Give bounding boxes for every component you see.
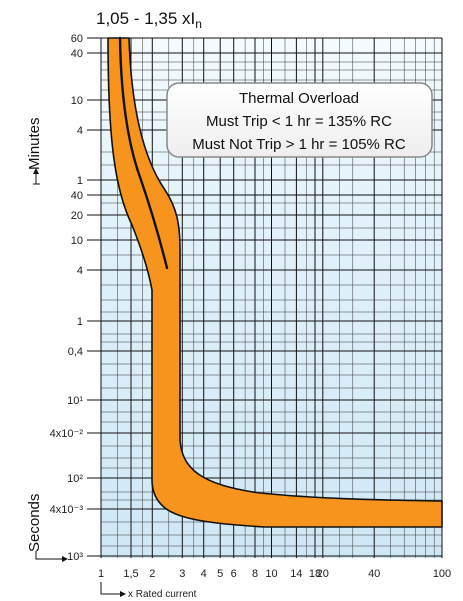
y-tick-label: 10 [71,95,83,107]
x-tick-label: 4 [201,568,207,580]
y-tick-label: 10¹ [67,395,83,407]
x-tick-label: 3 [179,568,185,580]
y-tick-label: 4 [77,265,83,277]
y-tick-label: 10² [67,473,83,485]
x-tick-label: 40 [368,568,380,580]
y-tick-label: 4x10⁻² [50,428,84,440]
trip-band [107,37,443,528]
y-axis-label-minutes: Minutes [26,117,43,170]
x-axis-arrow [100,582,122,595]
x-axis-arrowhead [120,591,126,597]
x-tick-label: 10 [265,568,277,580]
x-axis-label: x Rated current [128,589,197,600]
x-tick-label: 14 [290,568,302,580]
annotation-line-3: Must Not Trip > 1 hr = 105% RC [192,136,406,153]
center-line [118,36,169,270]
y-tick-label: 4x10⁻³ [50,504,84,516]
y-tick-label: 4 [77,125,83,137]
y-tick-label: 1 [77,316,83,328]
annotation-line-2: Must Trip < 1 hr = 135% RC [206,113,392,130]
annotation-box: Thermal Overload Must Trip < 1 hr = 135%… [166,82,433,158]
x-tick-label: 2 [149,568,155,580]
y-tick-label: 60 [71,33,83,45]
annotation-line-1: Thermal Overload [239,90,359,107]
x-tick-label: 100 [433,568,451,580]
y-tick-label: 1 [77,175,83,187]
x-tick-label: 8 [252,568,258,580]
y-tick-label: 40 [71,48,83,60]
y-tick-label: 0,4 [68,346,83,358]
y-tick-label: 10 [71,235,83,247]
x-tick-label: 1 [98,568,104,580]
title-subscript: n [195,17,202,31]
chart-title: 1,05 - 1,35 xIn [96,9,202,31]
x-tick-label: 1,5 [123,568,138,580]
seconds-arrow [35,551,64,560]
x-tick-label: 5 [217,568,223,580]
minutes-arrowhead [33,168,39,174]
x-tick-label: 18 [309,568,321,580]
y-tick-labels: 60 40 10 4 1 40 20 10 4 1 0,4 10¹ 4x10⁻² 10² 4x10⁻³ 10³ [50,33,84,563]
y-axis-label-seconds: Seconds [26,494,43,552]
x-tick-label: 6 [231,568,237,580]
y-tick-label: 20 [71,210,83,222]
seconds-arrowhead [62,556,68,562]
y-tick-label: 10³ [67,551,83,563]
y-tick-label: 40 [71,190,83,202]
x-tick-label: 20 [317,568,329,580]
